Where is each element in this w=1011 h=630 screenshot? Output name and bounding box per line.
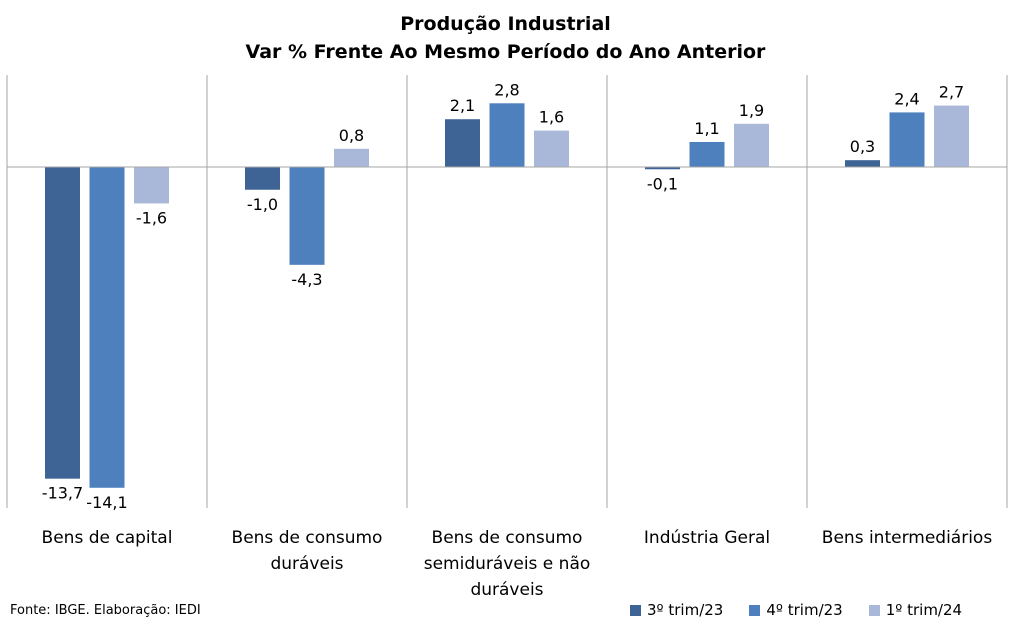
category-label: Bens de consumo semiduráveis e não durávei… (424, 528, 591, 600)
data-label: 2,7 (939, 83, 964, 102)
legend-item-series-3: 1º trim/24 (868, 601, 963, 619)
data-label: 2,4 (894, 89, 919, 108)
category-label-line: Bens intermediários (822, 528, 993, 548)
legend-label-series-2: 4º trim/23 (766, 601, 843, 619)
chart-title: Produção Industrial (400, 13, 611, 35)
legend-label-series-1: 3º trim/23 (647, 601, 724, 619)
bar-3-3 (534, 130, 569, 167)
category-label: Bens intermediários (822, 528, 993, 548)
bar-3-2 (334, 148, 369, 167)
legend-swatch-series-2 (749, 604, 761, 616)
category-label-line: duráveis (270, 554, 343, 574)
category-label: Bens de consumo duráveis (232, 528, 383, 574)
bar-1-2 (245, 167, 280, 190)
data-label: 0,8 (339, 126, 364, 145)
bar-2-4 (689, 141, 725, 167)
bar-1-5 (845, 160, 880, 167)
bar-3-5 (934, 105, 969, 167)
data-label: -4,3 (291, 270, 322, 289)
legend-swatch-series-1 (630, 604, 641, 616)
category-label-line: semiduráveis e não (424, 554, 591, 574)
data-label: 0,3 (850, 137, 875, 156)
category-label-line: Bens de consumo (232, 528, 383, 548)
bar-1-1 (45, 167, 80, 479)
bar-1-4 (645, 167, 680, 170)
data-label: -1,6 (136, 208, 167, 227)
category-label: Indústria Geral (644, 528, 770, 548)
bar-2-2 (289, 167, 325, 265)
category-label: Bens de capital (42, 528, 173, 548)
source-note: Fonte: IBGE. Elaboração: IEDI (10, 603, 201, 618)
data-label: -0,1 (647, 174, 678, 193)
data-label: 1,1 (694, 119, 719, 138)
data-label: -13,7 (42, 484, 83, 503)
legend-label-series-3: 1º trim/24 (885, 601, 963, 619)
bar-3-4 (734, 123, 769, 167)
category-label-line: Bens de capital (42, 528, 173, 548)
data-label: 1,9 (739, 101, 764, 120)
data-label: 1,6 (539, 108, 564, 127)
data-label: -14,1 (86, 493, 127, 512)
legend-swatch-series-3 (868, 604, 880, 616)
plot-area: -13,7 -1,0 2,1 -0,1 0,3 -14,1 -4,3 2,8 1,1 2,4 -1,… (6, 75, 1008, 600)
legend-item-series-2: 4º trim/23 (749, 601, 843, 619)
bar-3-1 (134, 167, 169, 204)
data-label: 2,1 (450, 96, 475, 115)
category-label-line: duráveis (470, 580, 543, 600)
legend: 3º trim/23 4º trim/23 1º trim/24 (630, 601, 962, 619)
category-label-line: Bens de consumo (432, 528, 583, 548)
bar-2-1 (89, 167, 125, 488)
bar-2-3 (489, 103, 525, 167)
data-label: 2,8 (494, 80, 519, 99)
category-label-line: Indústria Geral (644, 528, 770, 548)
chart-subtitle: Var % Frente Ao Mesmo Período do Ano Ant… (245, 41, 766, 63)
bar-2-5 (889, 112, 925, 167)
bar-1-3 (445, 119, 480, 167)
legend-item-series-1: 3º trim/23 (630, 601, 723, 619)
data-label: -1,0 (247, 195, 278, 214)
